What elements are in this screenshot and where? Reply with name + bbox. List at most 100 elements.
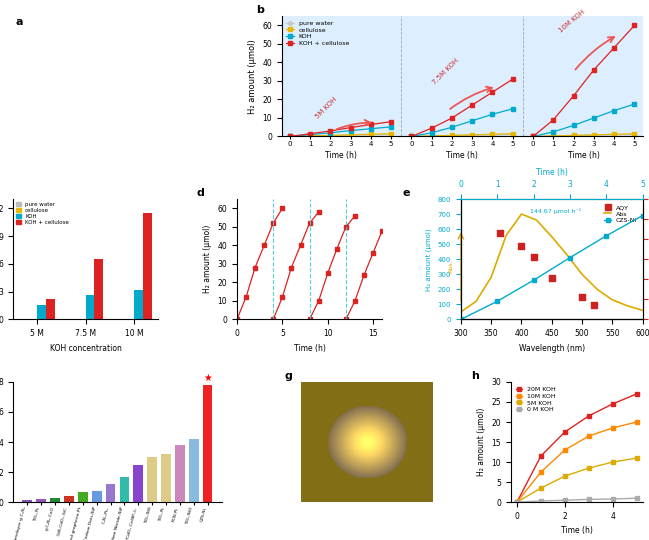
cellulose: [387, 131, 395, 137]
Text: 5M KOH: 5M KOH: [314, 96, 337, 120]
10M KOH: [561, 447, 569, 453]
Text: Abs.: Abs.: [449, 260, 454, 273]
5M KOH: [561, 473, 569, 480]
pure water: [387, 131, 395, 138]
X-axis label: Time (h): Time (h): [561, 526, 593, 536]
Line: 20M KOH: 20M KOH: [515, 392, 639, 504]
Text: g: g: [285, 370, 293, 381]
X-axis label: Time (h): Time (h): [293, 343, 326, 353]
5M KOH: [537, 485, 545, 491]
Bar: [86, 295, 94, 319]
10M KOH: [513, 499, 520, 505]
Bar: [134, 464, 143, 502]
Legend: pure water, cellulose, KOH, KOH + cellulose: pure water, cellulose, KOH, KOH + cellul…: [285, 19, 350, 47]
Point: [577, 293, 587, 301]
KOH: [286, 133, 293, 140]
Line: 0 M KOH: 0 M KOH: [515, 496, 639, 504]
Bar: [92, 491, 101, 502]
pure water: [306, 133, 314, 139]
Bar: [202, 385, 212, 502]
Point: [546, 273, 557, 282]
10M KOH: [537, 469, 545, 475]
0 M KOH: [633, 495, 641, 502]
KOH + cellulose: [306, 131, 314, 137]
pure water: [326, 132, 334, 139]
KOH: [326, 130, 334, 136]
Legend: 20M KOH, 10M KOH, 5M KOH, 0 M KOH: 20M KOH, 10M KOH, 5M KOH, 0 M KOH: [514, 385, 557, 414]
Text: d: d: [196, 188, 204, 198]
Y-axis label: H₂ amount (μmol): H₂ amount (μmol): [248, 39, 256, 114]
20M KOH: [537, 453, 545, 460]
pure water: [367, 132, 374, 138]
5M KOH: [513, 499, 520, 505]
Text: 144.67 μmol h⁻¹: 144.67 μmol h⁻¹: [530, 208, 581, 214]
20M KOH: [633, 391, 641, 397]
Text: Time (h): Time (h): [568, 151, 600, 160]
KOH: [306, 131, 314, 138]
Point: [589, 301, 599, 309]
Point: [495, 228, 506, 237]
20M KOH: [609, 401, 617, 407]
0 M KOH: [585, 496, 593, 503]
Text: e: e: [403, 188, 410, 198]
Bar: [36, 499, 46, 502]
10M KOH: [633, 418, 641, 425]
KOH: [347, 127, 354, 134]
Line: 10M KOH: 10M KOH: [515, 420, 639, 504]
Text: 10M KOH: 10M KOH: [557, 9, 586, 34]
Text: a: a: [16, 17, 23, 28]
Bar: [23, 500, 32, 502]
Text: b: b: [256, 5, 264, 15]
Line: pure water: pure water: [288, 133, 393, 138]
Point: [528, 253, 539, 261]
Text: Time (h): Time (h): [446, 151, 478, 160]
Text: Time (h): Time (h): [324, 151, 356, 160]
Bar: [37, 306, 46, 319]
KOH + cellulose: [387, 118, 395, 125]
Y-axis label: H₂ amount (μmol): H₂ amount (μmol): [203, 225, 212, 293]
pure water: [286, 133, 293, 140]
Text: h: h: [471, 370, 480, 381]
Text: ★: ★: [203, 373, 212, 383]
Bar: [147, 457, 157, 502]
Bar: [189, 439, 199, 502]
X-axis label: KOH concentration: KOH concentration: [50, 343, 121, 353]
KOH: [367, 125, 374, 132]
Y-axis label: H₂ amount (μmol): H₂ amount (μmol): [477, 408, 486, 476]
0 M KOH: [609, 496, 617, 502]
0 M KOH: [537, 498, 545, 504]
KOH: [387, 124, 395, 130]
Line: KOH: KOH: [288, 125, 393, 138]
5M KOH: [633, 455, 641, 461]
cellulose: [306, 133, 314, 139]
Bar: [78, 492, 88, 502]
Line: KOH + cellulose: KOH + cellulose: [288, 120, 393, 138]
X-axis label: Wavelength (nm): Wavelength (nm): [519, 343, 585, 353]
cellulose: [286, 133, 293, 140]
10M KOH: [585, 433, 593, 439]
Bar: [94, 259, 103, 319]
20M KOH: [585, 413, 593, 419]
KOH + cellulose: [347, 124, 354, 131]
Bar: [143, 213, 152, 319]
X-axis label: Time (h): Time (h): [536, 168, 568, 177]
Bar: [50, 498, 60, 502]
20M KOH: [561, 429, 569, 435]
Line: cellulose: cellulose: [288, 132, 393, 138]
Line: 5M KOH: 5M KOH: [515, 456, 639, 504]
Bar: [106, 484, 116, 502]
0 M KOH: [561, 497, 569, 503]
10M KOH: [609, 425, 617, 431]
KOH + cellulose: [326, 127, 334, 134]
Text: 7.5M KOH: 7.5M KOH: [432, 57, 460, 86]
Bar: [119, 477, 129, 502]
KOH + cellulose: [367, 121, 374, 127]
0 M KOH: [513, 499, 520, 505]
5M KOH: [585, 465, 593, 471]
Bar: [161, 454, 171, 502]
Bar: [175, 445, 185, 502]
Legend: AQY, Abs, CZS-Ni: AQY, Abs, CZS-Ni: [602, 202, 639, 226]
Point: [516, 241, 526, 250]
pure water: [347, 132, 354, 138]
Legend: pure water, cellulose, KOH, KOH + cellulose: pure water, cellulose, KOH, KOH + cellul…: [16, 202, 69, 225]
